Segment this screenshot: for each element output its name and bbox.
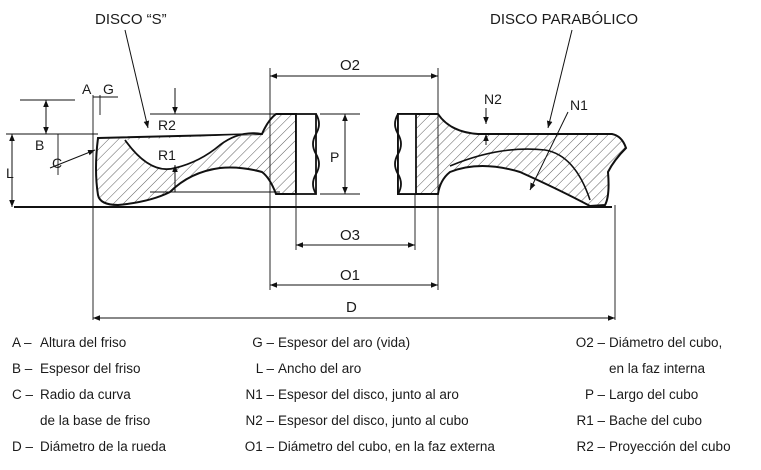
label-R2: R2 <box>158 117 176 133</box>
label-N2: N2 <box>484 91 502 107</box>
label-O1: O1 <box>340 267 360 284</box>
label-disco-s: DISCO “S” <box>95 11 167 28</box>
right-wheel-section <box>397 113 628 208</box>
right-disc-curve <box>449 148 591 201</box>
legend-item: en la faz interna <box>609 361 706 376</box>
label-L: L <box>6 165 14 181</box>
legend-column-3: O2 – Diámetro del cubo, en la faz interna… <box>565 334 731 464</box>
legend-item: C – Radio da curva <box>12 387 131 402</box>
left-disc-curve <box>124 132 263 170</box>
extension-lines <box>20 68 616 320</box>
label-D: D <box>346 299 357 316</box>
legend-item: D – Diámetro de la rueda <box>12 439 167 454</box>
label-N1: N1 <box>570 97 588 113</box>
right-hub-wave <box>394 113 402 195</box>
legend-item: de la base de friso <box>40 413 151 428</box>
label-R1: R1 <box>158 147 176 163</box>
label-O3: O3 <box>340 227 360 244</box>
legend-item: N1 – Espesor del disco, junto al aro <box>245 387 459 402</box>
label-P: P <box>330 149 339 165</box>
legend-item: G – Espesor del aro (vida) <box>252 335 411 350</box>
legend-item: B – Espesor del friso <box>12 361 141 376</box>
legend-item: O2 – Diámetro del cubo, <box>575 335 723 350</box>
label-O2: O2 <box>340 57 360 74</box>
legend-item: A – Altura del friso <box>12 335 127 350</box>
dimension-lines <box>9 29 615 321</box>
legend-column-1: A – Altura del friso B – Espesor del friso… <box>12 334 166 464</box>
legend-column-2: G – Espesor del aro (vida) L – Ancho del a… <box>240 334 495 464</box>
legend-item: P – Largo del cubo <box>584 387 699 402</box>
legend: A – Altura del friso B – Espesor del friso… <box>0 334 761 470</box>
legend-item: L – Ancho del aro <box>255 361 362 376</box>
label-C: C <box>52 155 62 171</box>
legend-item: R1 – Bache del cubo <box>576 413 703 428</box>
label-B: B <box>35 137 44 153</box>
left-hub-wave <box>312 113 320 195</box>
legend-item: N2 – Espesor del disco, junto al cubo <box>245 413 469 428</box>
label-G: G <box>103 81 114 97</box>
label-A: A <box>82 81 92 97</box>
legend-item: O1 – Diámetro del cubo, en la faz externa <box>244 439 495 454</box>
legend-item: R2 – Proyección del cubo <box>576 439 731 454</box>
wheel-cross-section-diagram: DISCO “S” DISCO PARABÓLICO A G B C L R2 … <box>6 11 638 321</box>
label-disco-parabolico: DISCO PARABÓLICO <box>490 11 638 28</box>
